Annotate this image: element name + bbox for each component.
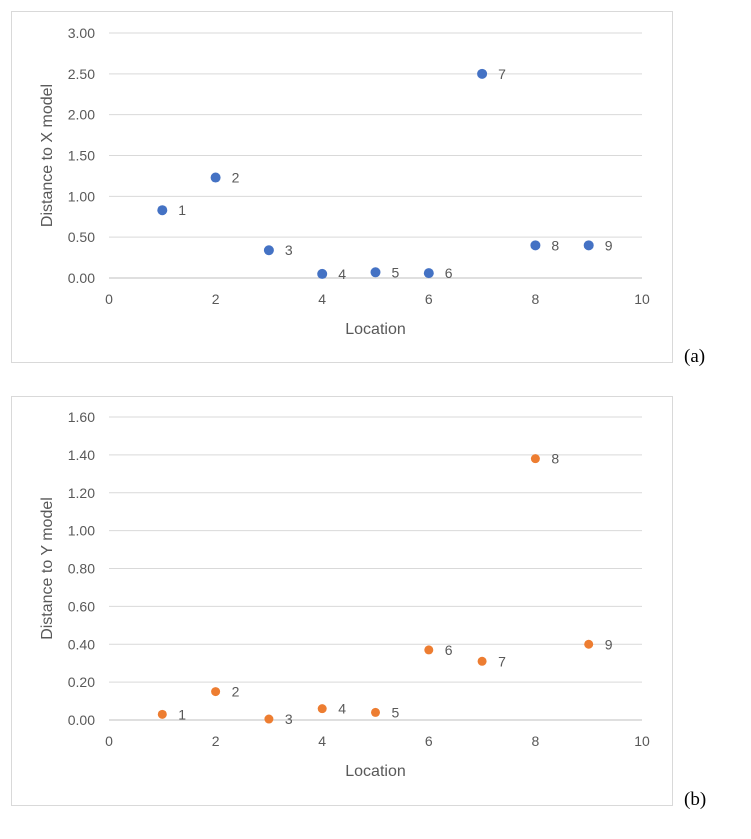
- y-tick-label: 0.20: [68, 674, 95, 690]
- x-tick-label: 8: [532, 733, 540, 749]
- data-point: [530, 240, 541, 251]
- y-tick-label: 0.00: [68, 712, 95, 728]
- y-tick-label: 3.00: [68, 25, 95, 41]
- data-point: [211, 687, 221, 697]
- y-tick-label: 1.20: [68, 485, 95, 501]
- data-label: 9: [605, 636, 613, 652]
- data-label: 4: [338, 266, 346, 282]
- data-point: [477, 656, 487, 666]
- data-label: 7: [498, 66, 506, 82]
- data-label: 2: [232, 170, 240, 186]
- data-point: [263, 245, 274, 256]
- y-tick-label: 2.50: [68, 66, 95, 82]
- panel-label-b: (b): [684, 789, 707, 810]
- data-label: 5: [392, 264, 400, 280]
- data-point: [423, 268, 434, 279]
- x-tick-label: 6: [425, 291, 433, 307]
- data-point: [371, 707, 380, 717]
- data-point: [317, 704, 327, 714]
- x-tick-label: 4: [318, 291, 326, 307]
- y-tick-label: 1.60: [68, 409, 95, 425]
- x-tick-label: 0: [105, 733, 113, 749]
- data-point: [477, 68, 488, 79]
- x-axis-title: Location: [345, 763, 406, 780]
- x-axis-title: Location: [345, 321, 406, 338]
- x-tick-label: 10: [634, 733, 650, 749]
- chart-a-svg: 0.00 0.50 1.00 1.50 2.00 2.50 3.00 0 2 4 6 8 10 Locat…: [39, 25, 650, 338]
- data-point: [424, 645, 434, 655]
- y-tick-label: 0.60: [68, 598, 95, 614]
- data-point: [317, 268, 328, 279]
- data-point: [210, 172, 221, 183]
- data-label: 3: [285, 242, 293, 258]
- chart-b-svg: 0.00 0.20 0.40 0.60 0.80 1.00 1.20 1.40 1.60 0 2 4 6…: [39, 409, 650, 780]
- x-tick-label: 10: [634, 291, 650, 307]
- y-tick-label: 1.00: [68, 188, 95, 204]
- data-label: 1: [178, 706, 186, 722]
- y-tick-label: 1.40: [68, 447, 95, 463]
- y-tick-label: 0.00: [68, 270, 95, 286]
- data-label: 8: [551, 451, 559, 467]
- data-label: 9: [605, 237, 613, 253]
- y-tick-label: 2.00: [68, 107, 95, 123]
- y-axis-title: Distance to Y model: [39, 497, 56, 640]
- data-point: [264, 714, 274, 724]
- data-label: 5: [392, 704, 400, 720]
- data-label: 7: [498, 653, 506, 669]
- x-tick-label: 2: [212, 291, 220, 307]
- data-point: [157, 709, 167, 719]
- data-label: 6: [445, 642, 453, 658]
- data-point: [583, 240, 594, 251]
- y-axis-title: Distance to X model: [39, 84, 56, 227]
- y-tick-label: 0.80: [68, 561, 95, 577]
- panel-label-a: (a): [684, 346, 706, 367]
- y-tick-label: 1.50: [68, 148, 95, 164]
- y-tick-label: 0.40: [68, 636, 95, 652]
- chart-a: 0.00 0.50 1.00 1.50 2.00 2.50 3.00 0 2 4 6 8 10 Locat…: [11, 11, 673, 363]
- x-tick-label: 2: [212, 733, 220, 749]
- x-tick-label: 6: [425, 733, 433, 749]
- data-point: [157, 205, 168, 216]
- chart-b: 0.00 0.20 0.40 0.60 0.80 1.00 1.20 1.40 1.60 0 2 4 6…: [11, 396, 673, 806]
- data-label: 8: [551, 237, 559, 253]
- data-point: [370, 267, 381, 278]
- data-label: 6: [445, 265, 453, 281]
- data-label: 3: [285, 711, 293, 727]
- x-tick-label: 4: [318, 733, 326, 749]
- data-label: 1: [178, 202, 186, 218]
- data-label: 4: [338, 701, 346, 717]
- data-point: [530, 454, 540, 464]
- y-tick-label: 0.50: [68, 229, 95, 245]
- data-point: [584, 639, 594, 649]
- y-tick-label: 1.00: [68, 523, 95, 539]
- x-tick-label: 0: [105, 291, 113, 307]
- x-tick-label: 8: [532, 291, 540, 307]
- data-label: 2: [232, 684, 240, 700]
